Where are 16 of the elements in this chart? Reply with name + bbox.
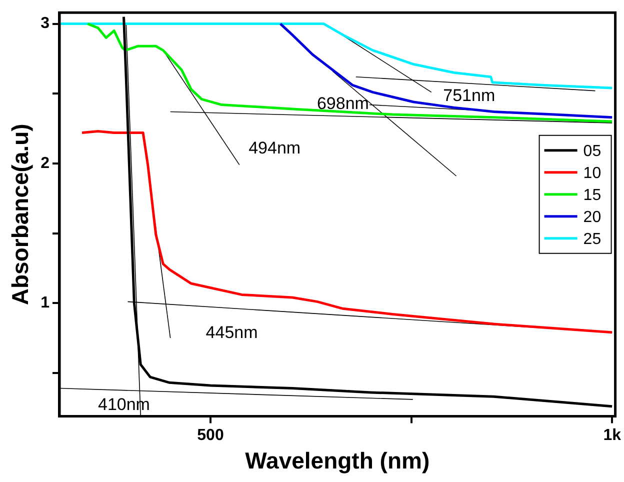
y-tick-label: 1 xyxy=(40,294,50,312)
x-tick-label: 1k xyxy=(603,427,622,444)
y-tick-label: 3 xyxy=(40,15,50,32)
annotation: 445nm xyxy=(206,323,258,342)
legend-label: 05 xyxy=(583,142,602,160)
annotation: 698nm xyxy=(316,94,369,113)
legend-label: 15 xyxy=(583,186,602,204)
legend-label: 10 xyxy=(583,164,602,182)
y-axis-title: Absorbance(a.u) xyxy=(7,124,34,306)
legend-label: 25 xyxy=(583,230,602,248)
y-tick-label: 2 xyxy=(40,154,50,172)
legend-label: 20 xyxy=(583,208,602,226)
x-axis-title: Wavelength (nm) xyxy=(245,448,430,474)
annotation: 494nm xyxy=(248,138,301,158)
x-tick-label: 500 xyxy=(197,427,224,444)
annotation: 751nm xyxy=(443,86,496,105)
